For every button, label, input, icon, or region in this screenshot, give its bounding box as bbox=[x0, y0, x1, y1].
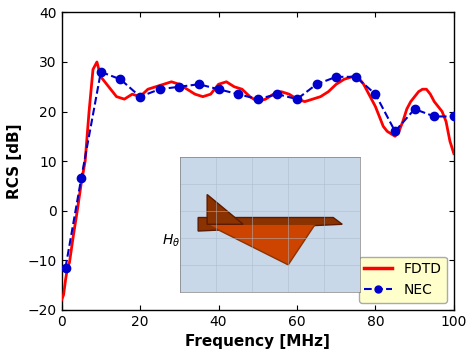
Text: $E_\varphi$: $E_\varphi$ bbox=[234, 220, 251, 239]
Polygon shape bbox=[207, 224, 315, 265]
Polygon shape bbox=[198, 218, 342, 231]
Legend: FDTD, NEC: FDTD, NEC bbox=[359, 257, 447, 303]
Text: $H_\theta$: $H_\theta$ bbox=[162, 232, 180, 248]
Y-axis label: RCS [dB]: RCS [dB] bbox=[7, 123, 22, 199]
Polygon shape bbox=[207, 194, 243, 224]
X-axis label: Frequency [MHz]: Frequency [MHz] bbox=[185, 334, 330, 349]
